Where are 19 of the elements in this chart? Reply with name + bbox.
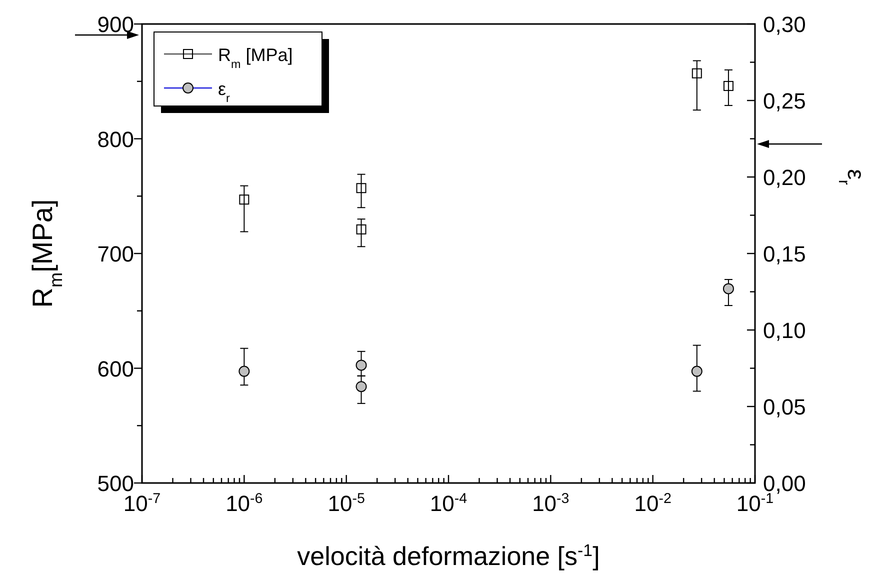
x-tick-label: 10$^{-6}$: [226, 491, 263, 516]
x-tick-label: 10$^{-3}$: [532, 491, 570, 516]
y-tick-label: 600: [97, 356, 134, 382]
legend-label: R$_{m}$ [MPa]: [218, 45, 293, 70]
x-tick-label: 10$^{-5}$: [328, 491, 365, 516]
y2-tick-label: 0,05: [763, 394, 806, 420]
y2-tick-label: 0,25: [763, 88, 806, 114]
y2-tick-label: 0,15: [763, 242, 806, 266]
y-tick-label: 800: [97, 126, 134, 152]
y2-tick-label: 0,30: [763, 12, 806, 37]
y2-tick-label: 0,10: [763, 318, 806, 343]
x-tick-label: 10$^{-4}$: [430, 491, 468, 516]
x-tick-label: 10$^{-1}$: [736, 491, 774, 516]
x-tick-label: 10$^{-2}$: [634, 491, 672, 516]
y-tick-label: 900: [97, 12, 134, 37]
legend-label: ε$_{r}$: [218, 79, 230, 104]
y-tick-label: 700: [97, 242, 134, 266]
y2-tick-label: 0,20: [763, 165, 806, 190]
x-axis-title: velocità deformazione [s$^{-1}$]: [297, 540, 600, 571]
